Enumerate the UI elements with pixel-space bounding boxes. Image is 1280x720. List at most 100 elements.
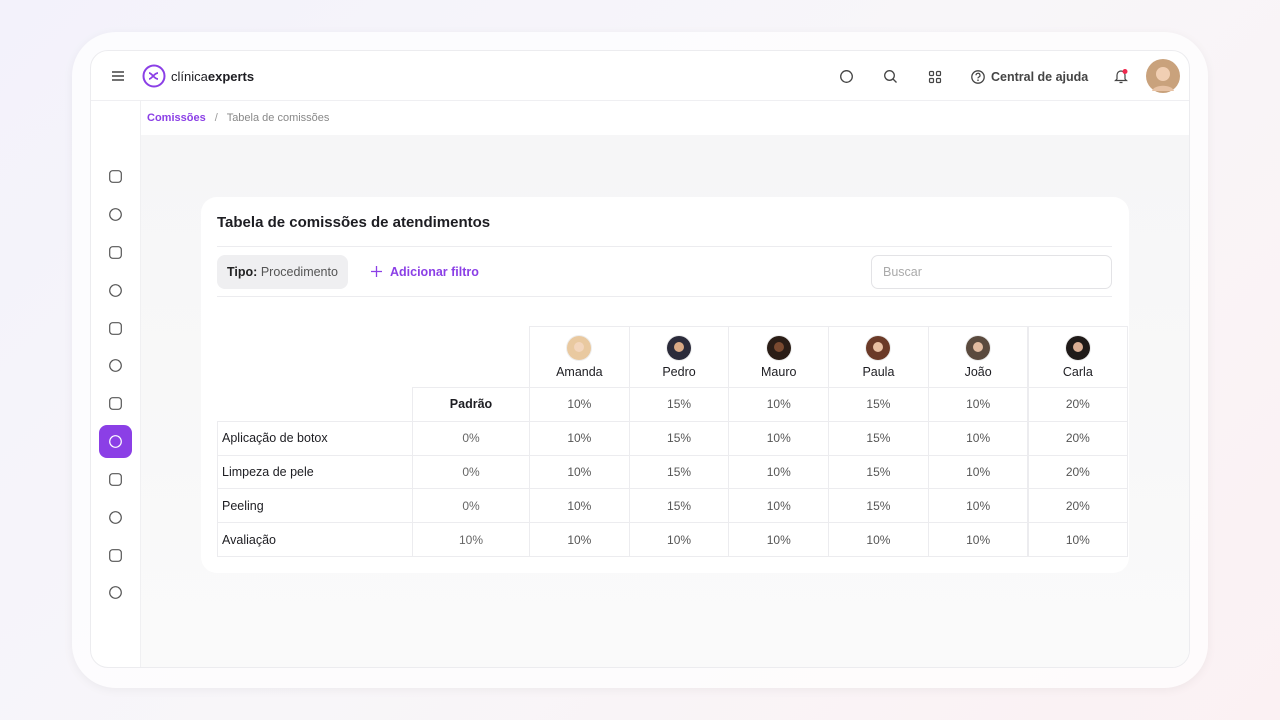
column-header: Pedro xyxy=(628,326,730,388)
commission-value[interactable]: 10% xyxy=(628,522,730,557)
commission-value[interactable]: 10% xyxy=(529,420,630,456)
column-header: Carla xyxy=(1027,326,1129,388)
sidebar xyxy=(91,101,141,667)
nav-icon xyxy=(109,359,122,372)
column-name: Pedro xyxy=(662,365,696,379)
commission-value[interactable]: 15% xyxy=(828,420,929,456)
column-name: Carla xyxy=(1062,365,1093,379)
commission-value[interactable]: 10% xyxy=(927,522,1029,557)
logo-icon xyxy=(142,64,166,88)
nav-item[interactable] xyxy=(99,349,132,382)
commission-value[interactable]: 10% xyxy=(728,522,830,557)
row-label: Limpeza de pele xyxy=(217,454,413,490)
plus-icon xyxy=(371,266,382,277)
person-avatar xyxy=(1064,335,1091,361)
row-label: Avaliação xyxy=(217,522,413,557)
brand-suffix: experts xyxy=(207,69,255,84)
filter-label: Tipo: xyxy=(227,265,258,279)
commission-value[interactable]: 10% xyxy=(728,420,830,456)
person-avatar xyxy=(666,335,693,361)
commission-value[interactable]: 10% xyxy=(927,454,1029,490)
nav-icon xyxy=(109,322,122,335)
commission-value[interactable]: 10% xyxy=(728,488,830,524)
person-avatar xyxy=(765,335,792,361)
commission-value[interactable]: 15% xyxy=(828,387,929,422)
column-header: Paula xyxy=(828,326,929,388)
commission-value[interactable]: 20% xyxy=(1027,387,1129,422)
nav-item[interactable] xyxy=(99,160,132,193)
row-label: Peeling xyxy=(217,488,413,524)
nav-icon xyxy=(109,549,122,562)
commission-value[interactable]: 10% xyxy=(1027,522,1129,557)
person-avatar xyxy=(865,335,892,361)
commission-value[interactable]: 10% xyxy=(529,522,630,557)
nav-icon xyxy=(109,246,122,259)
default-value: 0% xyxy=(412,488,530,524)
column-header: João xyxy=(927,326,1029,388)
commission-value[interactable]: 10% xyxy=(529,454,630,490)
apps-icon[interactable] xyxy=(928,70,942,84)
person-avatar xyxy=(965,335,992,361)
person-avatar xyxy=(566,335,593,361)
commission-value[interactable]: 20% xyxy=(1027,488,1129,524)
user-avatar[interactable] xyxy=(1146,59,1180,93)
nav-icon xyxy=(109,170,122,183)
help-icon[interactable] xyxy=(971,70,985,84)
brand[interactable]: clínicaexperts xyxy=(171,69,254,84)
commission-value[interactable]: 15% xyxy=(628,454,730,490)
commission-value[interactable]: 10% xyxy=(529,488,630,524)
commission-value[interactable]: 10% xyxy=(828,522,929,557)
help-link[interactable]: Central de ajuda xyxy=(991,70,1089,84)
commission-value[interactable]: 20% xyxy=(1027,420,1129,456)
nav-item[interactable] xyxy=(99,236,132,269)
column-name: João xyxy=(964,365,992,379)
nav-item[interactable] xyxy=(99,539,132,572)
divider xyxy=(217,296,1112,297)
commission-value[interactable]: 10% xyxy=(927,387,1029,422)
nav-item[interactable] xyxy=(99,387,132,420)
default-value: 0% xyxy=(412,420,530,456)
menu-icon[interactable] xyxy=(112,71,124,81)
commission-value[interactable]: 10% xyxy=(927,420,1029,456)
nav-item[interactable] xyxy=(99,312,132,345)
commission-value[interactable]: 10% xyxy=(927,488,1029,524)
notification-icon[interactable] xyxy=(1114,69,1128,84)
commission-value[interactable]: 15% xyxy=(628,387,730,422)
commission-value[interactable]: 20% xyxy=(1027,454,1129,490)
filter-chip[interactable]: Tipo: Procedimento xyxy=(217,255,348,289)
nav-item[interactable] xyxy=(99,576,132,609)
commission-value[interactable]: 10% xyxy=(728,454,830,490)
nav-item[interactable] xyxy=(99,198,132,231)
nav-item[interactable] xyxy=(99,463,132,496)
nav-icon xyxy=(109,511,122,524)
top-bar: clínicaexperts Central de ajuda xyxy=(91,51,1189,101)
default-value: 10% xyxy=(412,522,530,557)
commission-value[interactable]: 15% xyxy=(828,488,929,524)
search-icon[interactable] xyxy=(884,70,897,83)
breadcrumb: Comissões / Tabela de comissões xyxy=(147,112,329,124)
add-filter-button[interactable]: Adicionar filtro xyxy=(390,265,479,279)
whatsapp-icon[interactable] xyxy=(840,70,853,83)
breadcrumb-separator: / xyxy=(214,112,218,124)
commission-value[interactable]: 10% xyxy=(728,387,830,422)
column-header: Mauro xyxy=(728,326,830,388)
column-header: Amanda xyxy=(529,326,630,388)
commission-value[interactable]: 15% xyxy=(828,454,929,490)
default-value: 0% xyxy=(412,454,530,490)
row-label: Aplicação de botox xyxy=(217,420,413,456)
commission-value[interactable]: 10% xyxy=(529,387,630,422)
commission-value[interactable]: 15% xyxy=(628,420,730,456)
nav-icon xyxy=(109,208,122,221)
nav-icon xyxy=(109,284,122,297)
nav-icon xyxy=(109,435,122,448)
commission-value[interactable]: 15% xyxy=(628,488,730,524)
search-input[interactable]: Buscar xyxy=(871,255,1112,289)
divider xyxy=(217,246,1112,247)
nav-item[interactable] xyxy=(99,274,132,307)
breadcrumb-link[interactable]: Comissões xyxy=(147,112,206,124)
nav-item-active[interactable] xyxy=(99,425,132,458)
default-label: Padrão xyxy=(412,387,530,422)
nav-item[interactable] xyxy=(99,501,132,534)
